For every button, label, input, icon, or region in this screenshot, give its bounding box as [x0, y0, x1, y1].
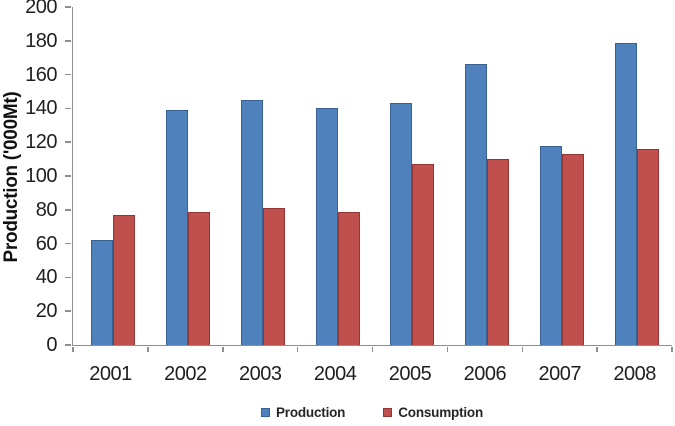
x-axis-tick-mark	[222, 347, 224, 352]
x-axis-tick-mark	[596, 347, 598, 352]
x-axis-label-2003: 2003	[239, 363, 282, 385]
y-axis-tick-mark	[65, 175, 71, 177]
legend-swatch-consumption	[383, 407, 393, 417]
bar-consumption-2001	[112, 214, 135, 345]
legend-item-production: Production	[260, 404, 346, 420]
y-axis-tick-label: 40	[35, 266, 58, 289]
x-axis-tick-mark	[671, 347, 673, 352]
x-axis-tick-mark	[446, 347, 449, 352]
x-axis-tick-mark	[296, 347, 299, 352]
x-axis-tick-mark	[371, 347, 374, 352]
bar-production-2001	[90, 240, 113, 345]
x-axis-label-2004: 2004	[313, 363, 357, 385]
y-axis-tick-mark	[65, 141, 71, 143]
legend: Production Consumption	[72, 402, 672, 422]
y-axis-tick-label: 80	[35, 198, 58, 221]
y-axis-tick-label: 200	[25, 0, 57, 18]
bar-consumption-2008	[637, 148, 660, 345]
x-axis-tick-mark	[72, 347, 74, 352]
y-axis-tick-mark	[65, 40, 71, 42]
bar-production-2005	[390, 103, 413, 345]
bar-production-2003	[240, 99, 263, 345]
y-axis-tick-label: 140	[25, 97, 57, 120]
legend-swatch-production	[260, 407, 270, 417]
bar-consumption-2005	[412, 164, 435, 345]
bar-production-2002	[165, 110, 188, 345]
x-axis-tick-mark	[521, 347, 523, 352]
y-axis-tick-label: 100	[25, 165, 57, 187]
bar-consumption-2003	[262, 208, 285, 345]
y-axis-tick-label: 20	[35, 300, 58, 323]
y-axis-tick-mark	[65, 6, 71, 8]
y-axis-tick-mark	[65, 276, 71, 279]
x-axis-label-2001: 2001	[89, 363, 132, 385]
bar-consumption-2004	[337, 211, 360, 345]
y-axis-tick-mark	[65, 310, 71, 312]
x-axis-label-2005: 2005	[388, 363, 432, 385]
x-axis-tick-mark	[147, 347, 149, 352]
legend-label-consumption: Consumption	[398, 404, 484, 420]
y-axis-tick-label: 0	[46, 334, 57, 356]
x-axis-label-2002: 2002	[164, 363, 207, 385]
bar-production-2007	[540, 145, 563, 345]
y-axis-tick-mark	[65, 344, 71, 346]
bar-consumption-2007	[562, 154, 585, 345]
x-axis-label-2006: 2006	[463, 363, 507, 385]
x-axis-label-2007: 2007	[538, 363, 582, 385]
y-axis-tick-label: 180	[25, 29, 57, 52]
bar-consumption-2002	[187, 211, 210, 345]
legend-label-production: Production	[275, 404, 346, 420]
y-axis-tick-label: 60	[35, 232, 58, 255]
y-axis-tick-mark	[65, 73, 71, 76]
legend-item-consumption: Consumption	[383, 405, 483, 420]
y-axis-tick-label: 120	[25, 131, 57, 154]
bar-production-2004	[315, 108, 338, 345]
x-axis-label-2008: 2008	[613, 363, 656, 385]
bar-consumption-2006	[487, 159, 510, 345]
y-axis-tick-mark	[65, 107, 71, 110]
bar-production-2008	[615, 42, 638, 345]
plot-area: 0 20 40 60 80 100 120 140 160 180 200 2001 2002 2003 2…	[25, 0, 673, 385]
bar-production-2006	[465, 64, 488, 345]
y-axis-tick-mark	[65, 242, 71, 245]
y-axis-tick-mark	[65, 209, 71, 211]
y-axis-tick-label: 160	[25, 63, 57, 86]
